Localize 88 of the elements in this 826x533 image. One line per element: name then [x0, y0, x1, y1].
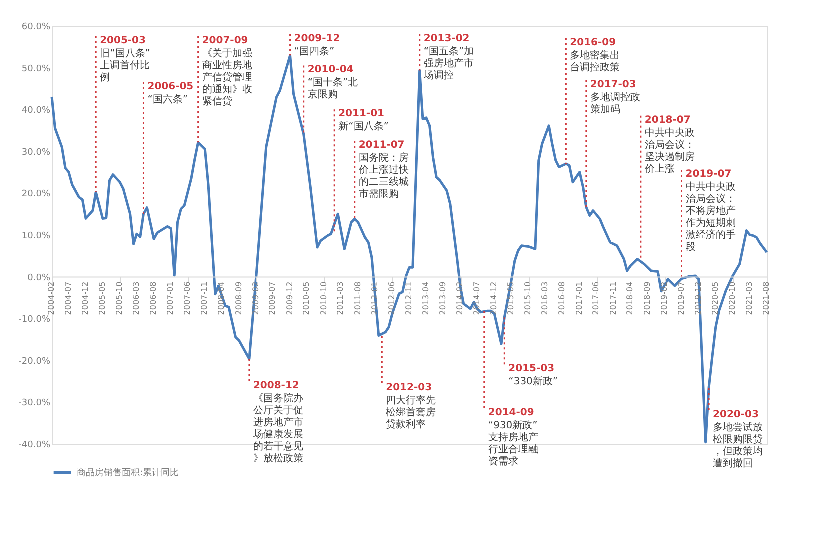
- y-tick-label: 50.0%: [22, 64, 51, 74]
- annotation: “930新政”支持房地产行业合理融资需求: [488, 419, 538, 468]
- x-tick-label: 2019-07: [676, 282, 686, 316]
- x-tick-label: 2017-06: [592, 282, 601, 316]
- annotation: 新“国八条”: [338, 120, 389, 133]
- y-tick-label: 60.0%: [22, 22, 51, 32]
- y-tick-label: -20.0%: [18, 356, 51, 367]
- x-tick-label: 2016-03: [540, 282, 550, 316]
- annotation: 《关于加强商业性房地产信贷管理的通知》收紧信贷: [202, 47, 252, 108]
- annotation: “330新政”: [508, 376, 558, 388]
- x-tick-label: 2014-12: [490, 282, 499, 316]
- annotation: 旧“国八条”上调首付比例: [100, 47, 150, 84]
- annotation: “国六条”: [148, 93, 188, 106]
- ref-line-label: 2012-03: [386, 382, 432, 394]
- ref-line-label: 2008-12: [253, 380, 300, 392]
- x-tick-label: 2021-03: [744, 282, 754, 316]
- x-tick-label: 2007-06: [183, 282, 192, 316]
- x-tick-label: 2013-09: [438, 282, 448, 316]
- ref-line-label: 2007-09: [202, 35, 248, 46]
- x-tick-label: 2018-04: [626, 282, 635, 316]
- x-tick-label: 2010-10: [319, 282, 328, 316]
- annotation: “国十条”北京限购: [308, 76, 358, 101]
- y-tick-label: -30.0%: [18, 398, 51, 409]
- x-tick-label: 2004-02: [47, 282, 56, 316]
- x-tick-label: 2012-01: [370, 282, 380, 316]
- x-tick-label: 2004-07: [64, 282, 73, 316]
- annotation: “国五条”加强房地产市场调控: [422, 45, 474, 82]
- x-tick-label: 2009-02: [251, 282, 260, 316]
- annotation: 多地调控政策加码: [590, 91, 640, 116]
- x-tick-label: 2006-08: [149, 282, 158, 316]
- x-tick-label: 2014-07: [472, 282, 482, 316]
- y-tick-label: 30.0%: [22, 148, 51, 158]
- ref-line-label: 2019-07: [686, 169, 732, 180]
- ref-line-label: 2010-04: [308, 64, 354, 76]
- annotation: 多地密集出台调控政策: [570, 50, 620, 74]
- x-tick-label: 2017-01: [574, 282, 584, 316]
- x-tick-label: 2018-09: [642, 282, 652, 316]
- x-tick-label: 2009-07: [268, 282, 278, 316]
- x-tick-label: 2016-08: [558, 282, 567, 316]
- x-tick-label: 2015-05: [506, 282, 516, 316]
- x-tick-label: 2021-08: [762, 282, 771, 316]
- x-tick-label: 2017-11: [608, 282, 618, 316]
- x-tick-label: 2014-02: [456, 282, 465, 316]
- ref-line-label: 2015-03: [508, 364, 555, 375]
- y-tick-label: 0.0%: [28, 273, 51, 284]
- x-tick-label: 2020-10: [728, 282, 737, 316]
- x-tick-label: 2020-05: [710, 282, 720, 316]
- ref-line-label: 2011-07: [358, 140, 405, 151]
- ref-line-label: 2009-12: [294, 33, 340, 44]
- x-tick-label: 2009-12: [285, 282, 294, 316]
- annotation: 《国务院办公厅关于促进房地产市场健康发展的若干意见》放松政策: [252, 392, 304, 464]
- y-tick-label: 10.0%: [22, 232, 51, 242]
- annotation: “国四条”: [294, 45, 335, 58]
- annotation: 四大行率先松绑首套房贷款利率: [386, 394, 436, 430]
- x-tick-label: 2005-05: [98, 282, 107, 316]
- ref-line-label: 2005-03: [100, 35, 146, 46]
- ref-line-label: 2017-03: [590, 79, 636, 90]
- ref-line-label: 2011-01: [338, 108, 385, 120]
- y-tick-label: 20.0%: [22, 190, 51, 200]
- annotation: 中共中央政治局会议：不将房地产作为短期刺激经济的手段: [684, 181, 736, 254]
- x-tick-label: 2008-09: [234, 282, 244, 316]
- ref-line-label: 2016-09: [570, 38, 616, 49]
- x-tick-label: 2012-11: [404, 282, 414, 316]
- x-tick-label: 2010-05: [302, 282, 312, 316]
- x-tick-label: 2007-11: [200, 282, 210, 316]
- x-tick-label: 2015-10: [524, 282, 533, 316]
- x-tick-label: 2005-10: [115, 282, 124, 316]
- y-tick-label: 40.0%: [22, 106, 51, 116]
- x-tick-label: 2019-12: [694, 282, 703, 316]
- x-tick-label: 2007-01: [166, 282, 176, 316]
- x-tick-label: 2006-03: [132, 282, 141, 316]
- ref-line-label: 2018-07: [644, 114, 691, 126]
- annotation: 国务院：房价上涨过快的二三线城市需限购: [358, 152, 409, 200]
- x-tick-label: 2004-12: [81, 282, 90, 316]
- x-tick-label: 2019-02: [660, 282, 669, 316]
- y-tick-label: -40.0%: [18, 440, 51, 450]
- legend-label: 商品房销售面积:累计同比: [77, 468, 180, 478]
- x-tick-label: 2012-06: [387, 282, 396, 316]
- x-tick-label: 2011-08: [353, 282, 362, 316]
- x-tick-label: 2013-04: [421, 282, 430, 316]
- ref-line-label: 2014-09: [488, 407, 534, 418]
- annotation: 多地尝试放松限购限贷，但政策均遭到撤回: [713, 422, 764, 470]
- x-tick-label: 2011-03: [336, 282, 346, 316]
- ref-line-label: 2006-05: [148, 81, 194, 92]
- ref-line-label: 2020-03: [713, 410, 759, 421]
- y-tick-label: -10.0%: [18, 315, 51, 326]
- x-tick-label: 2008-04: [217, 282, 226, 316]
- ref-line-label: 2013-02: [424, 33, 470, 44]
